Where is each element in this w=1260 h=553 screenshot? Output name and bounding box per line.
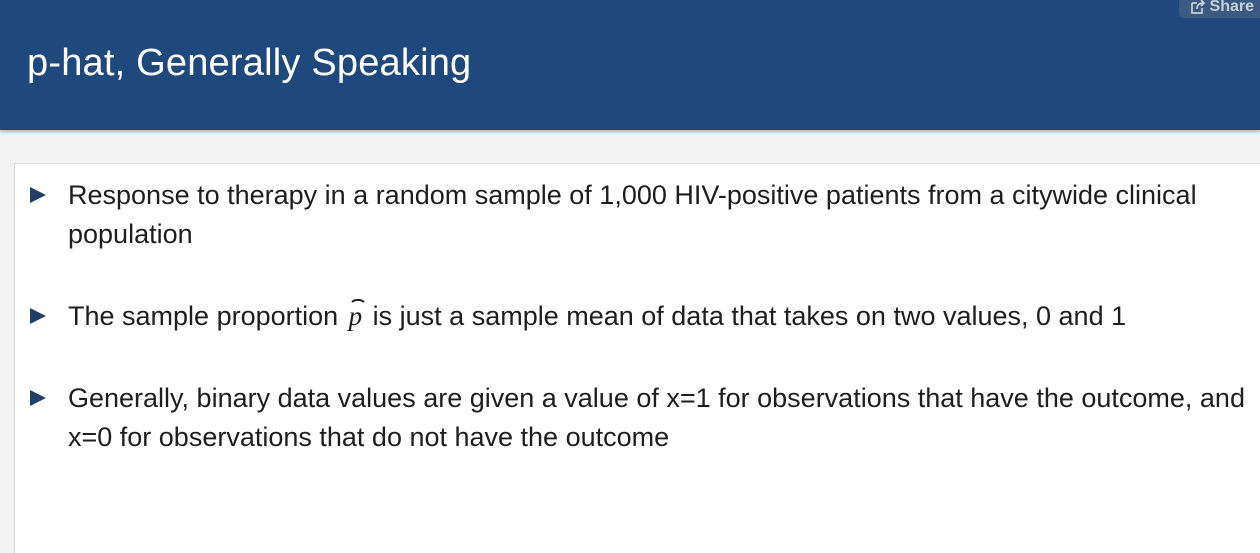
title-bar: p-hat, Generally Speaking Share (0, 0, 1260, 130)
bullet-text: Generally, binary data values are given … (68, 383, 1245, 452)
triangle-bullet-icon (30, 308, 46, 324)
bullet-text-before: The sample proportion (68, 301, 346, 331)
p-hat-symbol: p (346, 297, 366, 336)
bullet-item: Generally, binary data values are given … (30, 379, 1248, 457)
bullet-text-after: is just a sample mean of data that takes… (365, 301, 1127, 331)
share-label: Share (1209, 0, 1254, 15)
bullet-item: The sample proportion p is just a sample… (30, 297, 1248, 336)
slide-title: p-hat, Generally Speaking (27, 42, 472, 84)
share-icon (1189, 0, 1206, 16)
triangle-bullet-icon (30, 187, 46, 203)
triangle-bullet-icon (30, 390, 46, 406)
slide-content-panel: Response to therapy in a random sample o… (14, 163, 1260, 553)
bullet-item: Response to therapy in a random sample o… (30, 176, 1248, 254)
bullet-text: Response to therapy in a random sample o… (68, 180, 1197, 249)
share-button[interactable]: Share (1178, 0, 1260, 18)
